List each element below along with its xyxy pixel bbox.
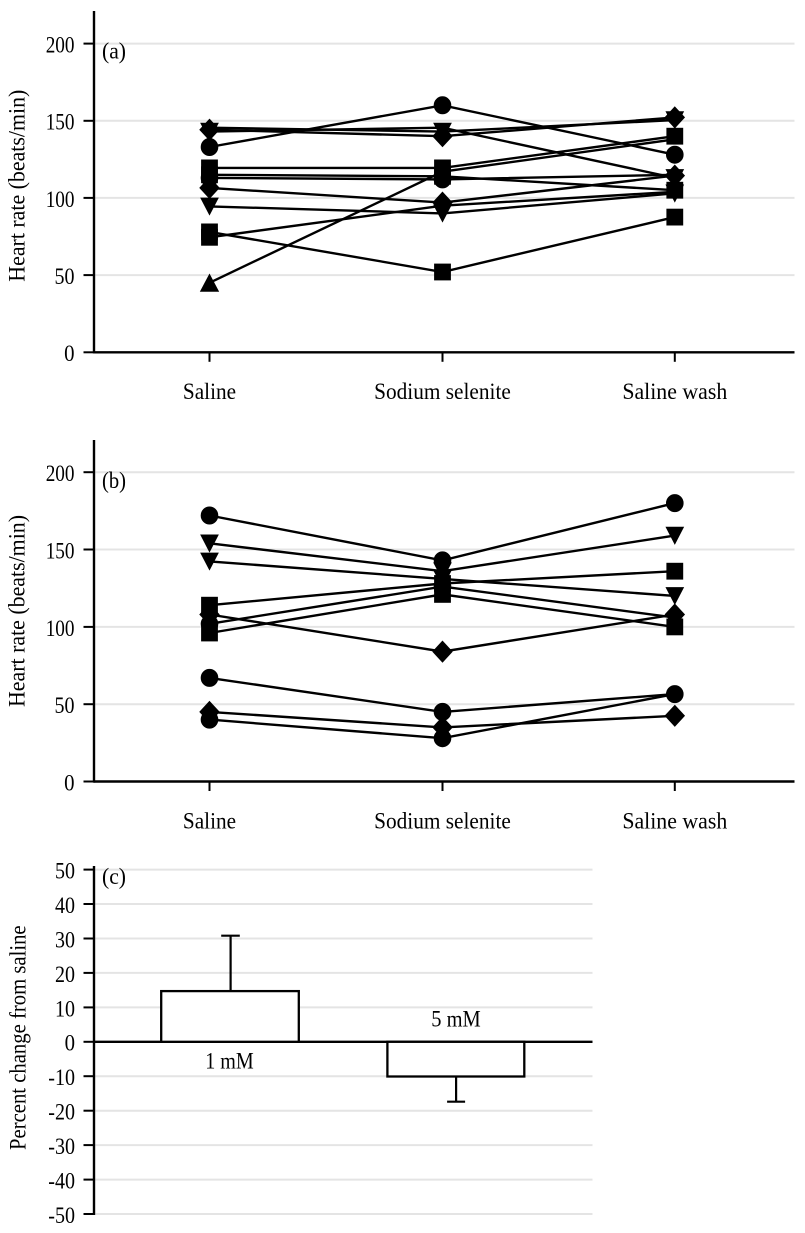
svg-text:Sodium selenite: Sodium selenite [374,808,511,834]
svg-text:20: 20 [55,962,75,988]
svg-text:200: 200 [46,33,75,59]
svg-text:0: 0 [65,1031,75,1057]
svg-text:(c): (c) [102,864,126,890]
svg-text:100: 100 [46,616,75,642]
svg-text:0: 0 [64,770,74,796]
svg-text:10: 10 [55,996,75,1022]
svg-text:150: 150 [46,538,75,564]
svg-text:Saline wash: Saline wash [622,379,727,405]
svg-text:-10: -10 [48,1065,75,1091]
svg-text:1 mM: 1 mM [205,1049,254,1075]
svg-text:-40: -40 [48,1169,75,1195]
svg-text:Saline: Saline [183,808,236,834]
svg-text:Heart rate (beats/min): Heart rate (beats/min) [5,90,31,282]
svg-text:Saline: Saline [183,379,236,405]
svg-text:200: 200 [46,461,75,487]
svg-text:-20: -20 [48,1100,75,1126]
svg-text:Sodium selenite: Sodium selenite [374,379,511,405]
svg-text:-50: -50 [48,1203,75,1229]
svg-text:50: 50 [55,859,75,885]
svg-text:(b): (b) [102,468,126,494]
svg-text:0: 0 [64,341,74,367]
svg-text:50: 50 [55,693,75,719]
svg-text:Saline wash: Saline wash [622,808,727,834]
svg-text:100: 100 [46,187,75,213]
svg-text:50: 50 [55,264,75,290]
svg-text:(a): (a) [102,39,126,65]
svg-text:40: 40 [55,893,75,919]
svg-text:Percent change from saline: Percent change from saline [6,925,32,1150]
svg-text:5 mM: 5 mM [431,1007,481,1033]
svg-text:150: 150 [46,110,75,136]
svg-text:Heart rate (beats/min): Heart rate (beats/min) [5,515,31,707]
svg-text:-30: -30 [48,1134,75,1160]
svg-text:30: 30 [55,927,75,953]
